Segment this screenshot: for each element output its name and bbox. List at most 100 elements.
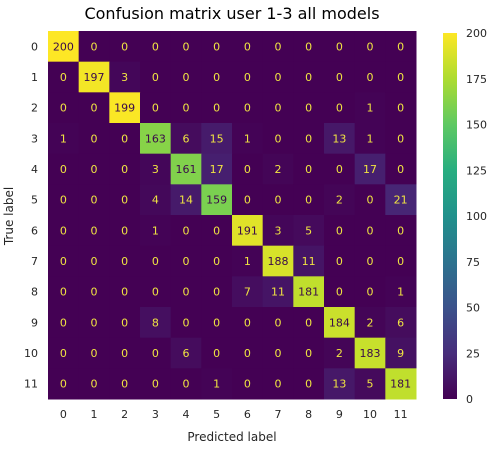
colorbar-tick-label: 75 — [466, 256, 480, 269]
heatmap-cell-value: 0 — [305, 194, 312, 207]
heatmap-cell — [201, 31, 233, 63]
heatmap-cell-value: 0 — [60, 286, 67, 299]
heatmap-cell-value: 0 — [275, 378, 282, 391]
heatmap-cell — [201, 184, 233, 216]
heatmap-cell-value: 0 — [244, 40, 251, 53]
heatmap-cell — [170, 61, 202, 93]
heatmap-cell-value: 0 — [213, 40, 220, 53]
heatmap-cell — [140, 31, 172, 63]
heatmap-cell — [385, 215, 417, 247]
heatmap-cell-value: 9 — [397, 347, 404, 360]
heatmap-cell — [262, 92, 294, 124]
heatmap-cell — [385, 307, 417, 339]
y-tick-label: 10 — [24, 347, 38, 360]
heatmap-cell — [48, 276, 80, 308]
heatmap-cell-value: 0 — [275, 347, 282, 360]
heatmap-cell-value: 0 — [91, 40, 98, 53]
heatmap-cell — [324, 215, 356, 247]
y-tick-label: 4 — [31, 163, 38, 176]
colorbar-tick-label: 200 — [466, 27, 487, 40]
heatmap-cell-value: 1 — [397, 286, 404, 299]
heatmap-cell-value: 0 — [60, 71, 67, 84]
heatmap-cell — [109, 276, 141, 308]
heatmap-cell-value: 0 — [305, 378, 312, 391]
x-tick-label: 11 — [394, 408, 408, 421]
heatmap-cell — [324, 31, 356, 63]
heatmap-cell — [354, 61, 386, 93]
heatmap-cell — [232, 215, 264, 247]
heatmap-cell — [232, 123, 264, 155]
y-tick-label: 3 — [31, 132, 38, 145]
heatmap-cell-value: 13 — [332, 378, 346, 391]
heatmap-cell-value: 0 — [336, 102, 343, 115]
heatmap-cell-value: 0 — [367, 40, 374, 53]
heatmap-cell — [354, 92, 386, 124]
heatmap-cell-value: 188 — [268, 255, 289, 268]
heatmap-cell-value: 0 — [213, 71, 220, 84]
x-tick-label: 5 — [213, 408, 220, 421]
heatmap-cell-value: 8 — [152, 316, 159, 329]
heatmap-cell — [201, 337, 233, 369]
heatmap-cell — [354, 153, 386, 185]
heatmap-cell-value: 0 — [91, 378, 98, 391]
heatmap-cell — [324, 337, 356, 369]
heatmap-cell — [293, 153, 325, 185]
heatmap-cell-value: 0 — [152, 286, 159, 299]
heatmap-cell — [78, 92, 110, 124]
heatmap-cell — [354, 31, 386, 63]
heatmap-cell-value: 0 — [367, 194, 374, 207]
heatmap-cell — [109, 337, 141, 369]
heatmap-cell — [262, 337, 294, 369]
heatmap-cell — [324, 276, 356, 308]
heatmap-cell — [262, 31, 294, 63]
heatmap-cell-value: 0 — [60, 194, 67, 207]
heatmap-cell-value: 0 — [91, 316, 98, 329]
heatmap-cell — [109, 123, 141, 155]
heatmap-cell-value: 0 — [336, 40, 343, 53]
heatmap-cell — [170, 92, 202, 124]
heatmap-cell — [293, 92, 325, 124]
heatmap-cell — [232, 61, 264, 93]
heatmap-cell — [140, 123, 172, 155]
heatmap-cell — [140, 337, 172, 369]
heatmap-cell-value: 0 — [91, 255, 98, 268]
heatmap-cell-value: 6 — [183, 132, 190, 145]
heatmap-cell — [48, 31, 80, 63]
colorbar — [443, 33, 457, 399]
heatmap-cell — [48, 245, 80, 277]
colorbar-tick-label: 125 — [466, 164, 487, 177]
heatmap-cell-value: 0 — [275, 102, 282, 115]
heatmap-cell-value: 0 — [183, 224, 190, 237]
heatmap-cell-value: 1 — [367, 102, 374, 115]
heatmap-cell-value: 0 — [213, 347, 220, 360]
x-tick-label: 4 — [183, 408, 190, 421]
heatmap-cell — [109, 245, 141, 277]
heatmap-cell — [170, 184, 202, 216]
heatmap-cell-value: 0 — [336, 255, 343, 268]
heatmap-cell — [324, 123, 356, 155]
heatmap-cell-value: 15 — [210, 132, 224, 145]
heatmap-cell — [324, 61, 356, 93]
y-tick-label: 9 — [31, 316, 38, 329]
heatmap-cell — [170, 245, 202, 277]
heatmap-cell — [78, 215, 110, 247]
heatmap-cell-value: 0 — [244, 378, 251, 391]
heatmap-cell-value: 184 — [329, 316, 350, 329]
heatmap-cell-value: 3 — [152, 163, 159, 176]
heatmap-cell-value: 13 — [332, 132, 346, 145]
heatmap-cell — [170, 307, 202, 339]
heatmap-cell — [201, 61, 233, 93]
heatmap-cell-value: 0 — [121, 224, 128, 237]
heatmap-cell — [48, 92, 80, 124]
heatmap-cell-value: 0 — [183, 102, 190, 115]
heatmap-cell-value: 0 — [121, 378, 128, 391]
heatmap-cell-value: 0 — [183, 40, 190, 53]
heatmap-cell-value: 0 — [91, 132, 98, 145]
heatmap-cell — [232, 153, 264, 185]
heatmap-cell-value: 6 — [397, 316, 404, 329]
heatmap-cell-value: 1 — [213, 378, 220, 391]
heatmap-cell — [385, 61, 417, 93]
heatmap-cell — [293, 31, 325, 63]
heatmap-cell — [170, 215, 202, 247]
x-tick-label: 0 — [60, 408, 67, 421]
